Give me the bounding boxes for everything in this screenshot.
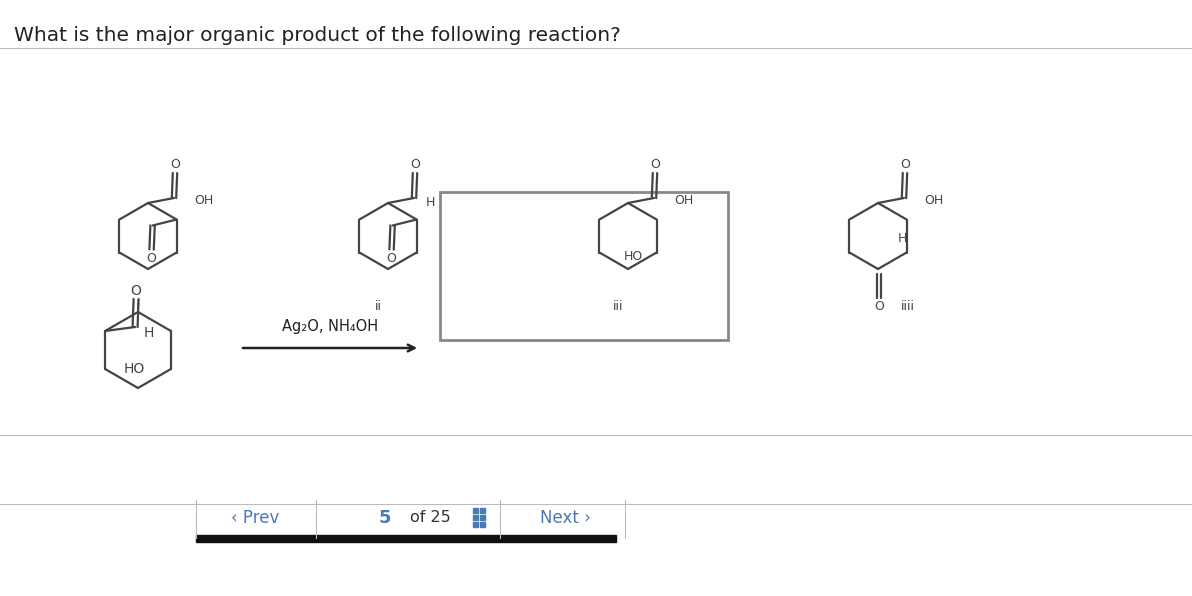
Text: O: O (131, 284, 142, 298)
Text: O: O (410, 159, 420, 172)
Text: OH: OH (194, 194, 213, 206)
Text: O: O (147, 252, 156, 265)
Text: What is the major organic product of the following reaction?: What is the major organic product of the… (14, 26, 621, 45)
Bar (480, 515, 485, 520)
Bar (480, 508, 485, 513)
Text: iii: iii (613, 300, 623, 313)
Bar (473, 522, 478, 527)
Text: O: O (650, 159, 660, 172)
Text: ii: ii (374, 300, 381, 313)
Text: O: O (170, 159, 180, 172)
Text: H: H (898, 232, 907, 245)
Text: O: O (874, 300, 884, 313)
Text: ‹ Prev: ‹ Prev (231, 509, 279, 527)
Text: i: i (136, 300, 139, 313)
Text: HO: HO (623, 250, 642, 263)
Bar (473, 515, 478, 520)
Text: O: O (900, 159, 909, 172)
Text: O: O (386, 252, 397, 265)
Bar (195, 535, 616, 542)
Text: iiii: iiii (901, 300, 915, 313)
Text: HO: HO (124, 362, 145, 376)
Bar (480, 522, 485, 527)
Text: 5: 5 (379, 509, 391, 527)
Text: Next ›: Next › (540, 509, 590, 527)
Text: of 25: of 25 (410, 511, 451, 526)
Text: OH: OH (924, 194, 943, 206)
Bar (440, 192, 728, 340)
Text: H: H (144, 326, 154, 340)
Text: H: H (426, 197, 435, 210)
Bar (473, 508, 478, 513)
Text: Ag₂O, NH₄OH: Ag₂O, NH₄OH (283, 318, 378, 334)
Text: OH: OH (673, 194, 694, 206)
